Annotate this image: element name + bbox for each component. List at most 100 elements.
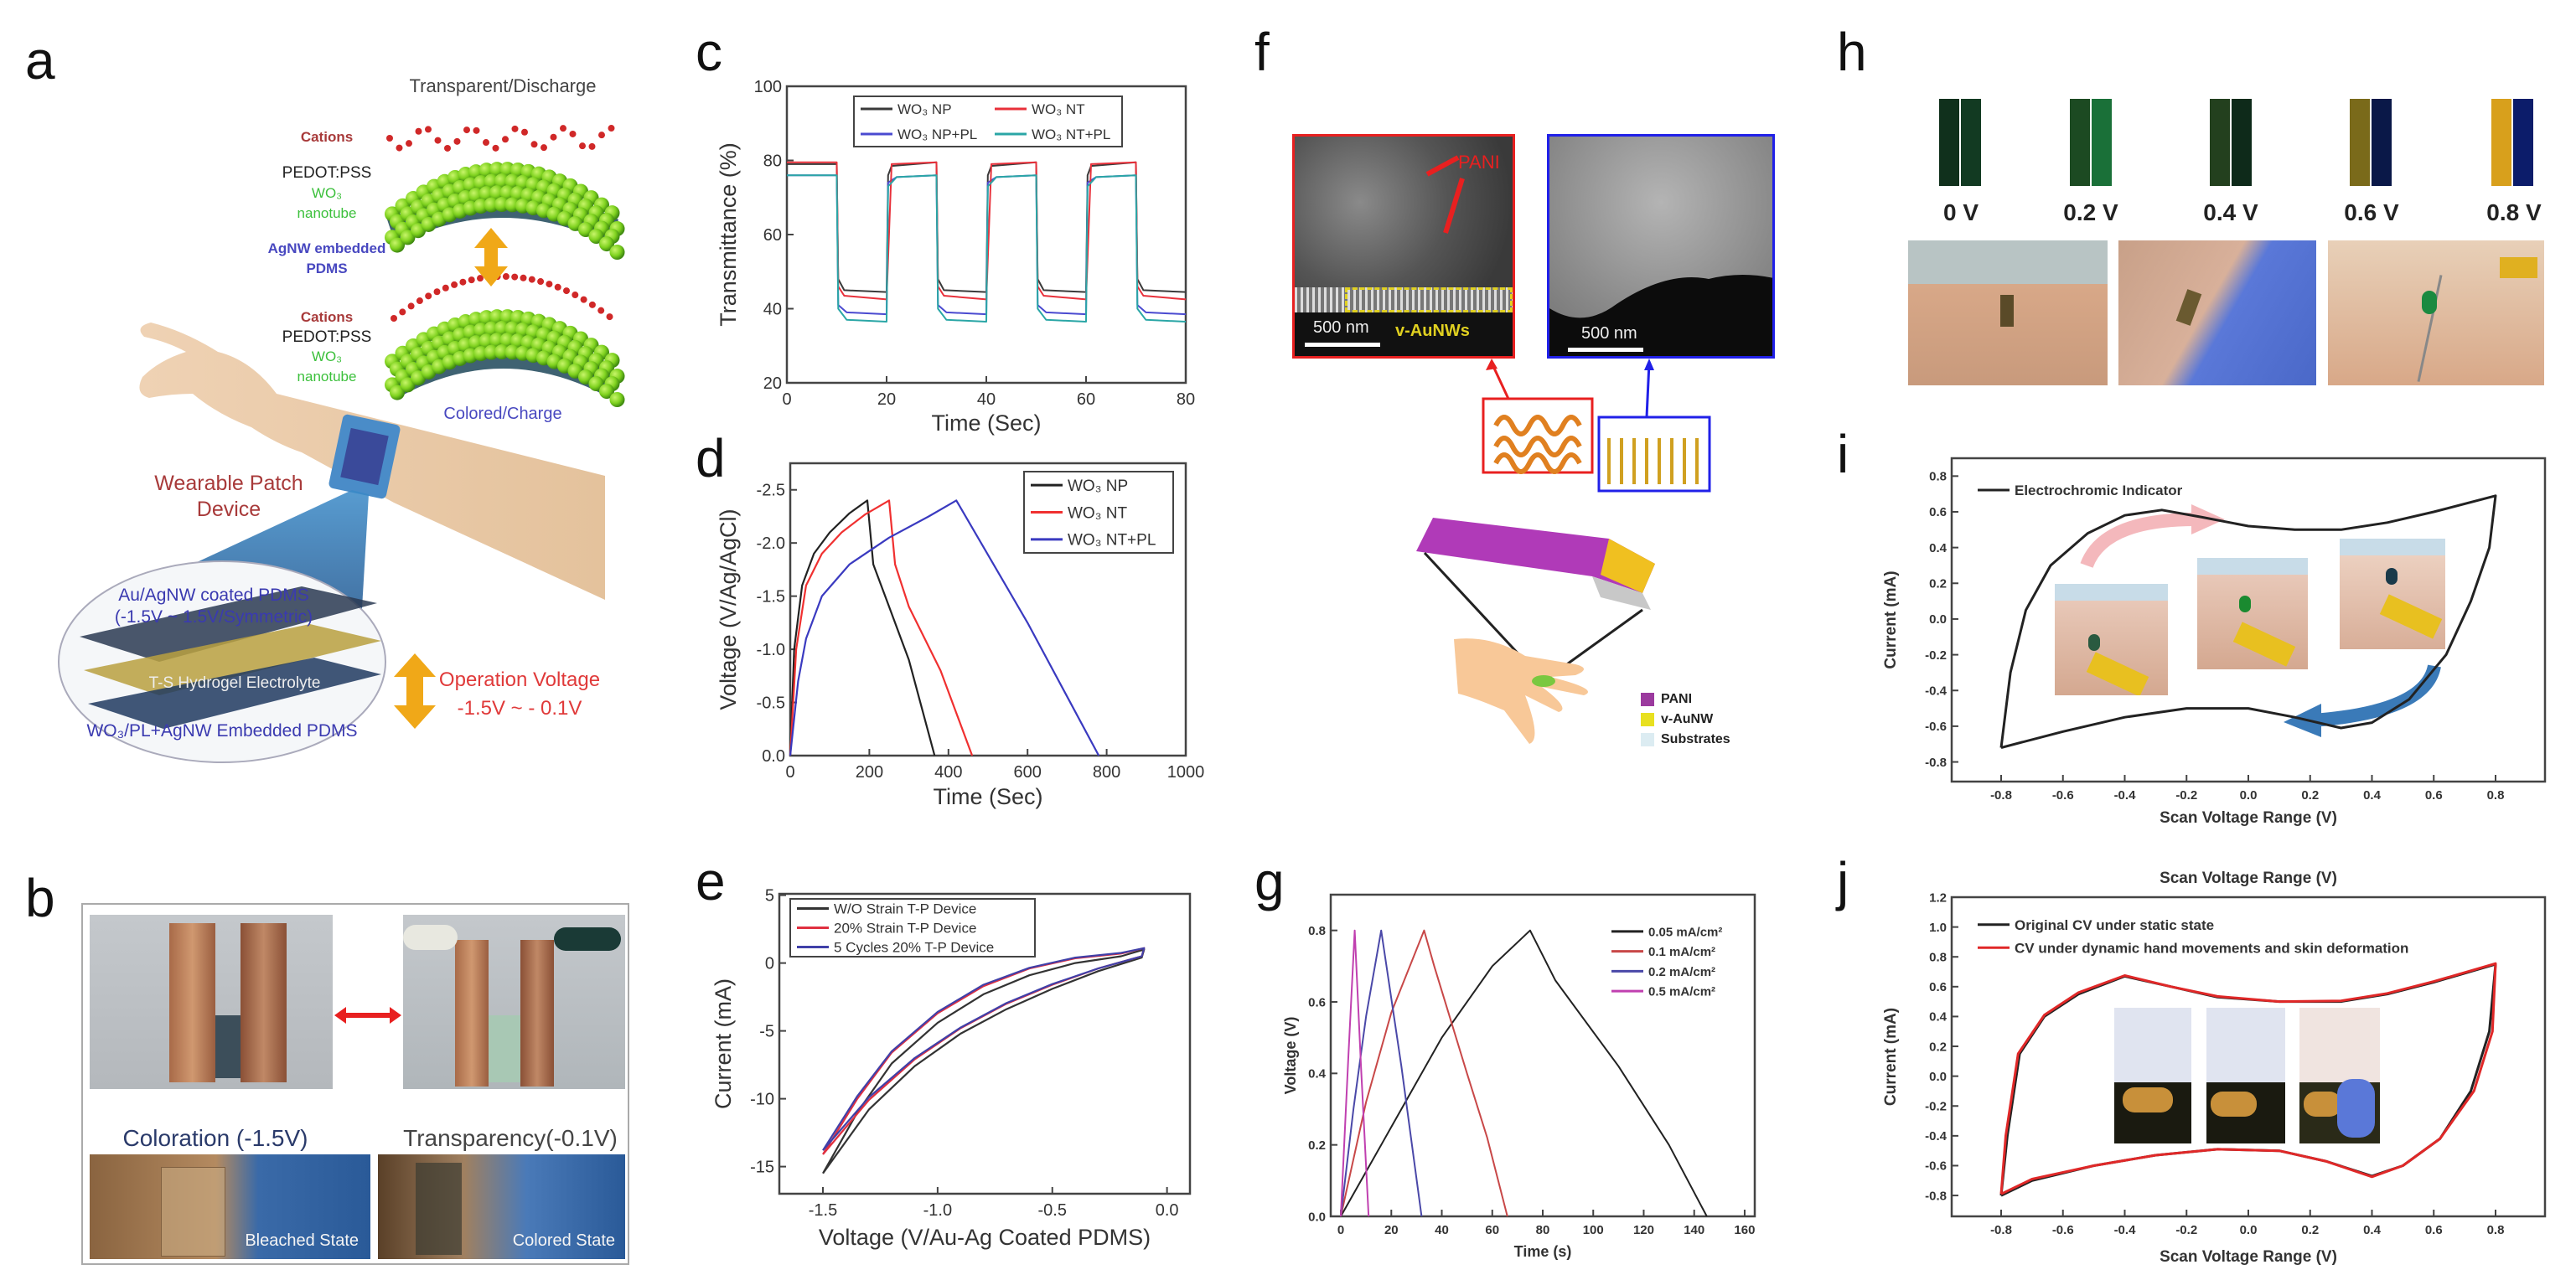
legend-label: 20% Strain T-P Device: [834, 921, 976, 937]
panel-label-e: e: [696, 851, 726, 911]
series-line-i-0: [1999, 494, 2497, 749]
panel-label-d: d: [696, 428, 726, 488]
y-tick-label: 40: [763, 301, 782, 319]
series-line-e-2: [822, 947, 1146, 1151]
pedot-label-top: PEDOT:PSS: [282, 164, 372, 182]
legend-label: 0.5 mA/cm²: [1648, 985, 1715, 999]
x-tick-label: 400: [934, 763, 962, 782]
x-tick-label: 0.0: [1156, 1201, 1179, 1220]
voltage-label-0: 0 V: [1942, 199, 1979, 225]
y-tick-label: -15: [750, 1159, 774, 1177]
x-tick-label: 0.4: [2363, 1223, 2382, 1237]
plot-frame: [778, 892, 1192, 1195]
x-tick-label: 0.4: [2363, 788, 2382, 803]
electrode-label-line2: (-1.5V ~ 1.5V/Symmetric): [114, 607, 313, 627]
i-inset-photo-1: [2055, 584, 2168, 695]
x-tick-label: -0.2: [2175, 788, 2197, 803]
electrode-label-line1: Au/AgNW coated PDMS: [118, 586, 309, 605]
y-tick-label: 5: [765, 887, 774, 906]
stray-axis-title: Scan Voltage Range (V): [2160, 870, 2337, 887]
y-tick-label: 1.0: [1929, 921, 1947, 935]
x-tick-label: -0.8: [1990, 788, 2012, 803]
sem-image-aunw: 500 nm: [1547, 134, 1775, 359]
legend-label: WO₃ NP: [897, 101, 952, 117]
y-axis-label: Voltage (V/Ag/AgCl): [716, 508, 741, 710]
bottom-state-label: Colored/Charge: [443, 405, 562, 423]
x-tick-label: -0.2: [2175, 1223, 2197, 1237]
legend-g: 0.05 mA/cm² 0.1 mA/cm² 0.2 mA/cm² 0.5 mA/cm…: [1611, 925, 1722, 999]
wo3-label-bottom: WO₃: [311, 348, 343, 364]
y-tick-label: 0.0: [762, 747, 785, 766]
x-tick-label: -1.5: [809, 1201, 837, 1220]
x-tick-label: 60: [1485, 1223, 1499, 1237]
series-line-e-1: [822, 947, 1146, 1155]
legend-label: 5 Cycles 20% T-P Device: [834, 940, 994, 956]
y-axis-label: Current (mA): [1882, 570, 1900, 668]
x-axis-label: Time (s): [1514, 1243, 1572, 1260]
x-axis-label: Scan Voltage Range (V): [2160, 809, 2337, 827]
series-line-c-3: [787, 174, 1187, 323]
legend-label: 0.05 mA/cm²: [1648, 925, 1722, 939]
y-tick-label: 0.2: [1308, 1138, 1326, 1153]
switch-double-arrow-icon: [334, 1007, 401, 1024]
agnw-label-line2: PDMS: [306, 261, 348, 276]
switch-arrow-icon: [474, 228, 508, 286]
chart-e: -1.5 -1.0 -0.5 0.0 -15 -10 -5 0 5 Voltage (V/Au-A…: [711, 887, 1192, 1250]
operation-voltage-line2: -1.5V ~ - 0.1V: [457, 697, 582, 720]
y-tick-label: 0.8: [1308, 924, 1326, 938]
y-tick-label: 100: [754, 78, 782, 96]
y-tick-label: 0.0: [1929, 1070, 1947, 1084]
pani-strip: [1416, 518, 1655, 593]
y-tick-label: -1.5: [757, 588, 785, 607]
y-tick-label: -0.6: [1925, 1159, 1947, 1174]
y-tick-label: -5: [759, 1023, 774, 1041]
y-axis-label: Current (mA): [711, 978, 736, 1109]
bleached-state-label: Bleached State: [245, 1231, 359, 1250]
x-tick-label: 160: [1734, 1223, 1755, 1237]
panel-f-legend: PANI v-AuNW Substrates: [1641, 689, 1730, 750]
x-tick-label: 80: [1536, 1223, 1550, 1237]
legend-label-pani: PANI: [1661, 692, 1693, 706]
x-tick-label: 40: [977, 390, 996, 409]
y-tick-label: -2.0: [757, 534, 785, 553]
x-tick-label: 0: [785, 763, 794, 782]
y-tick-label: -0.4: [1925, 1129, 1948, 1143]
cation-dots-top: [386, 125, 615, 152]
legend-swatch-pani: [1641, 693, 1654, 706]
voltage-label-2: 0.4 V: [2203, 199, 2258, 225]
y-tick-label: 0: [765, 955, 774, 973]
series-line-d-2: [789, 499, 1100, 756]
voltage-label-1: 0.2 V: [2063, 199, 2118, 225]
legend-label: WO₃ NP: [1068, 477, 1128, 495]
x-tick-label: -0.4: [2114, 1223, 2137, 1237]
x-tick-label: 0.2: [2301, 1223, 2319, 1237]
y-tick-label: 0.0: [1929, 612, 1947, 627]
series-line-g-1: [1340, 929, 1508, 1217]
x-axis-label: Scan Voltage Range (V): [2160, 1248, 2337, 1266]
plot-frame: [789, 462, 1187, 757]
legend-label: WO₃ NP+PL: [897, 126, 977, 142]
device-label-line2: Device: [196, 498, 261, 521]
legend-j: Original CV under static state CV under d…: [1978, 917, 2408, 956]
panel-label-h: h: [1837, 22, 1867, 82]
coloration-label: Coloration (-1.5V): [122, 1125, 308, 1151]
series-line-d-0: [789, 499, 936, 756]
y-tick-label: 0.4: [1929, 541, 1948, 555]
top-state-label: Transparent/Discharge: [409, 75, 597, 96]
wrist-photo-3: [2328, 240, 2544, 385]
x-tick-label: 0.6: [2425, 788, 2443, 803]
plot-frame: [1329, 893, 1756, 1218]
x-tick-label: -0.5: [1038, 1201, 1067, 1220]
x-tick-label: 60: [1077, 390, 1095, 409]
legend-swatch-aunw: [1641, 713, 1654, 726]
coloration-photo: [90, 915, 333, 1089]
x-tick-label: 0.0: [2240, 788, 2258, 803]
x-tick-label: 600: [1014, 763, 1042, 782]
series-line-c-2: [787, 161, 1187, 301]
legend-label: CV under dynamic hand movements and skin…: [2015, 940, 2408, 956]
series-line-c-0: [787, 161, 1187, 293]
scale-bar-label-right: 500 nm: [1581, 324, 1637, 343]
voltage-label-4: 0.8 V: [2486, 199, 2542, 225]
series-line-e-0: [822, 948, 1146, 1174]
